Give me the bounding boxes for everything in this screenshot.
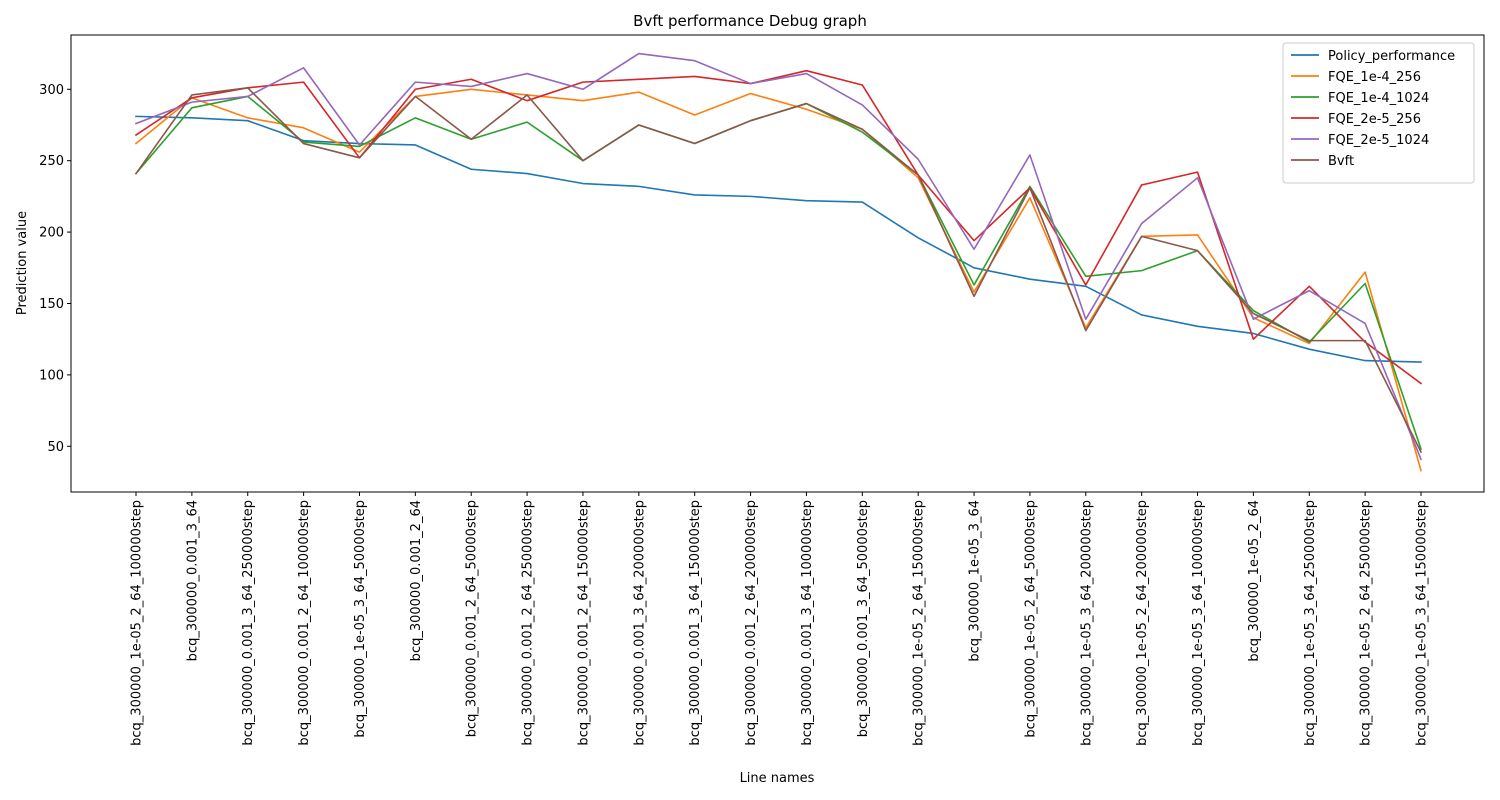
legend-label: FQE_1e-4_256 xyxy=(1328,70,1421,85)
x-tick-label: bcq_300000_0.001_3_64_200000step xyxy=(632,500,647,746)
y-tick-label: 150 xyxy=(39,297,64,312)
x-tick-label: bcq_300000_0.001_3_64_250000step xyxy=(241,500,256,746)
x-tick-label: bcq_300000_0.001_2_64_150000step xyxy=(576,500,591,746)
x-tick-label: bcq_300000_0.001_2_64 xyxy=(409,500,424,661)
series-line-FQE_1e-4_256 xyxy=(134,88,1422,472)
x-tick-label: bcq_300000_1e-05_2_64_100000step xyxy=(130,500,145,746)
plot-area: 50 100 150 200 250 300 bcq_300000_1e-05_2_64_1… xyxy=(39,34,1485,746)
x-tick-label: bcq_300000_1e-05_3_64_250000step xyxy=(1303,500,1318,746)
y-tick-label: 50 xyxy=(47,440,64,455)
x-tick-label: bcq_300000_1e-05_3_64 xyxy=(968,500,983,662)
x-tick-label: bcq_300000_0.001_2_64_250000step xyxy=(521,500,536,746)
legend-label: Policy_performance xyxy=(1328,49,1455,64)
legend-label: FQE_2e-5_1024 xyxy=(1328,133,1429,148)
x-tick-label: bcq_300000_1e-05_3_64_150000step xyxy=(1415,500,1430,746)
y-tick-label: 300 xyxy=(39,83,64,98)
x-tick-label: bcq_300000_1e-05_2_64_250000step xyxy=(1359,500,1374,746)
y-tick-label: 100 xyxy=(39,368,64,383)
series-line-FQE_2e-5_256 xyxy=(134,69,1423,385)
x-tick-label: bcq_300000_1e-05_2_64_150000step xyxy=(912,500,927,746)
series-line-Bvft xyxy=(134,87,1423,454)
y-tick-label: 200 xyxy=(39,226,64,241)
series-line-Policy_performance xyxy=(135,115,1422,363)
legend-box xyxy=(1282,42,1475,184)
x-tick-label: bcq_300000_0.001_2_64_100000step xyxy=(297,500,312,746)
x-tick-label: bcq_300000_1e-05_3_64_200000step xyxy=(1079,500,1094,746)
y-axis-title: Prediction value xyxy=(15,211,30,315)
legend: Policy_performance FQE_1e-4_256 FQE_1e-4_1… xyxy=(1282,42,1475,184)
x-tick-label: bcq_300000_0.001_2_64_200000step xyxy=(744,500,759,746)
y-tick-label: 250 xyxy=(39,154,64,169)
x-tick-label: bcq_300000_1e-05_2_64_50000step xyxy=(1023,500,1038,738)
x-tick-label: bcq_300000_0.001_3_64_150000step xyxy=(688,500,703,746)
x-axis-title: Line names xyxy=(740,771,815,786)
chart-title: Bvft performance Debug graph xyxy=(633,12,867,30)
x-tick-label: bcq_300000_1e-05_2_64_200000step xyxy=(1135,500,1150,746)
legend-label: FQE_2e-5_256 xyxy=(1328,112,1421,127)
x-tick-label: bcq_300000_1e-05_3_64_100000step xyxy=(1191,500,1206,746)
x-tick-label: bcq_300000_0.001_2_64_50000step xyxy=(465,500,480,737)
x-tick-label: bcq_300000_1e-05_3_64_50000step xyxy=(353,500,368,738)
x-tick-label: bcq_300000_0.001_3_64_50000step xyxy=(856,500,871,737)
legend-label: Bvft xyxy=(1328,154,1354,169)
x-tick-label: bcq_300000_0.001_3_64 xyxy=(185,500,200,661)
x-tick-label: bcq_300000_0.001_3_64_100000step xyxy=(800,500,815,746)
x-tick-label: bcq_300000_1e-05_2_64 xyxy=(1247,500,1262,662)
series-line-FQE_2e-5_1024 xyxy=(134,52,1423,461)
legend-label: FQE_1e-4_1024 xyxy=(1328,91,1429,106)
plot-frame xyxy=(70,34,1485,493)
